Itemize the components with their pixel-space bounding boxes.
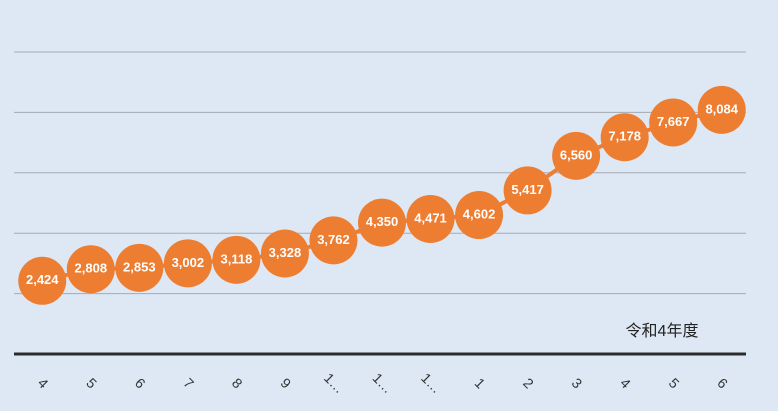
data-label: 2,424 [26,272,59,287]
marker [600,113,649,162]
marker [358,198,406,247]
data-label: 3,328 [269,245,302,260]
marker [406,194,455,243]
data-label: 3,002 [172,255,205,270]
marker [212,235,261,284]
marker [649,98,698,147]
marker [260,229,309,278]
data-label: 4,350 [366,214,399,229]
data-label: 4,602 [463,206,496,221]
marker [18,256,67,305]
data-label: 2,853 [123,259,156,274]
marker [552,131,601,180]
data-label: 7,178 [608,129,641,144]
data-label: 8,084 [705,101,738,116]
data-label: 5,417 [511,182,544,197]
marker [163,239,212,288]
marker [309,216,358,265]
annotation: 令和4年度 [626,322,699,340]
marker [697,85,746,134]
data-label: 7,667 [657,114,690,129]
marker [66,245,115,294]
data-label: 2,808 [75,261,108,276]
data-label: 3,118 [220,251,252,266]
data-label: 3,762 [317,232,350,247]
marker [115,243,164,292]
marker [455,191,504,240]
data-label: 4,471 [414,210,447,225]
data-label: 6,560 [560,147,593,162]
marker [503,166,552,215]
